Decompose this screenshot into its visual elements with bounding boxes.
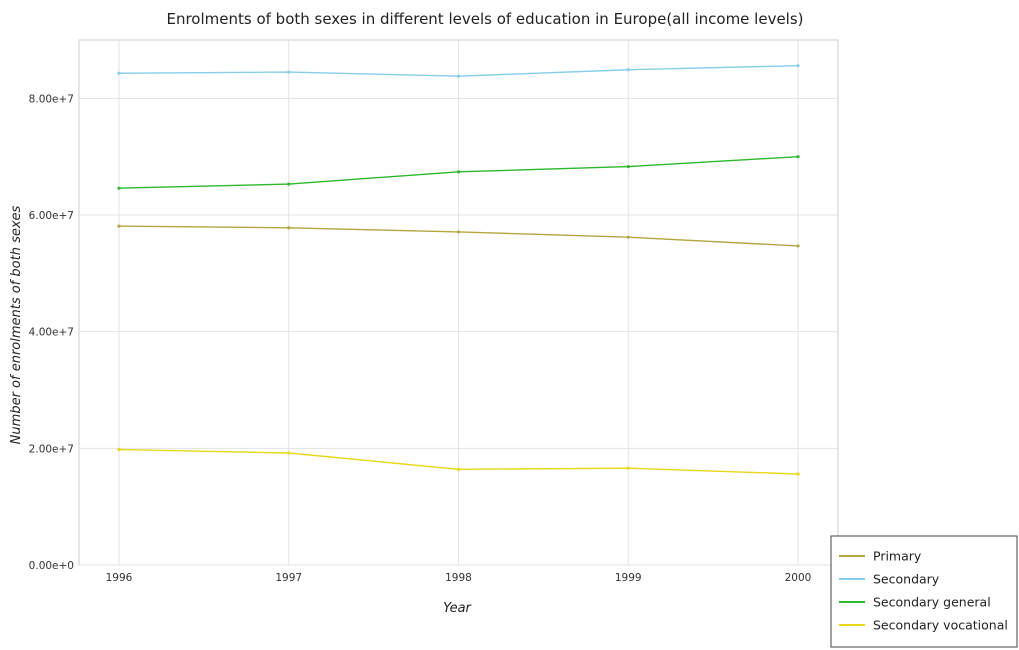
data-point [796,155,800,159]
data-point [117,71,121,75]
x-tick-label: 1996 [106,572,133,584]
x-tick-label: 2000 [785,572,812,584]
y-tick-label: 6.00e+7 [29,210,74,222]
legend-box [830,535,1018,648]
data-point [456,74,461,78]
y-tick-label: 2.00e+7 [29,443,74,455]
legend-label: Primary [873,549,922,564]
y-tick-label: 0.00e+0 [29,560,74,572]
legend-label: Secondary general [873,595,991,610]
x-tick-label: 1998 [445,572,472,584]
y-tick-label: 8.00e+7 [29,93,74,105]
plot-area: 0.00e+0 2.00e+7 4.00e+7 6.00e+7 8.00e+7 1996 1… [29,39,839,584]
x-tick-label: 1997 [275,572,302,584]
data-point [456,230,461,234]
x-tick-label: 1999 [615,572,642,584]
data-point [796,64,800,68]
data-point [456,467,461,471]
data-point [287,70,291,74]
data-point [117,447,121,452]
data-point [287,182,291,186]
y-tick-label: 4.00e+7 [29,327,74,339]
data-point [117,224,121,228]
chart-title: Enrolments of both sexes in different le… [166,10,803,28]
data-point [626,164,630,169]
data-point [287,226,291,230]
legend: Primary Secondary Secondary general Seconda… [830,535,1018,648]
data-point [796,472,800,476]
y-axis-label: Number of enrolments of both sexes [9,205,24,444]
data-point [626,466,630,470]
legend-label: Secondary [873,572,940,587]
data-point [626,68,630,72]
x-axis-label: Year [443,601,472,616]
data-point [287,451,291,455]
data-point [626,235,630,239]
legend-label: Secondary vocational [873,618,1008,633]
data-point [796,244,800,248]
data-point [456,170,461,174]
data-point [117,186,121,190]
